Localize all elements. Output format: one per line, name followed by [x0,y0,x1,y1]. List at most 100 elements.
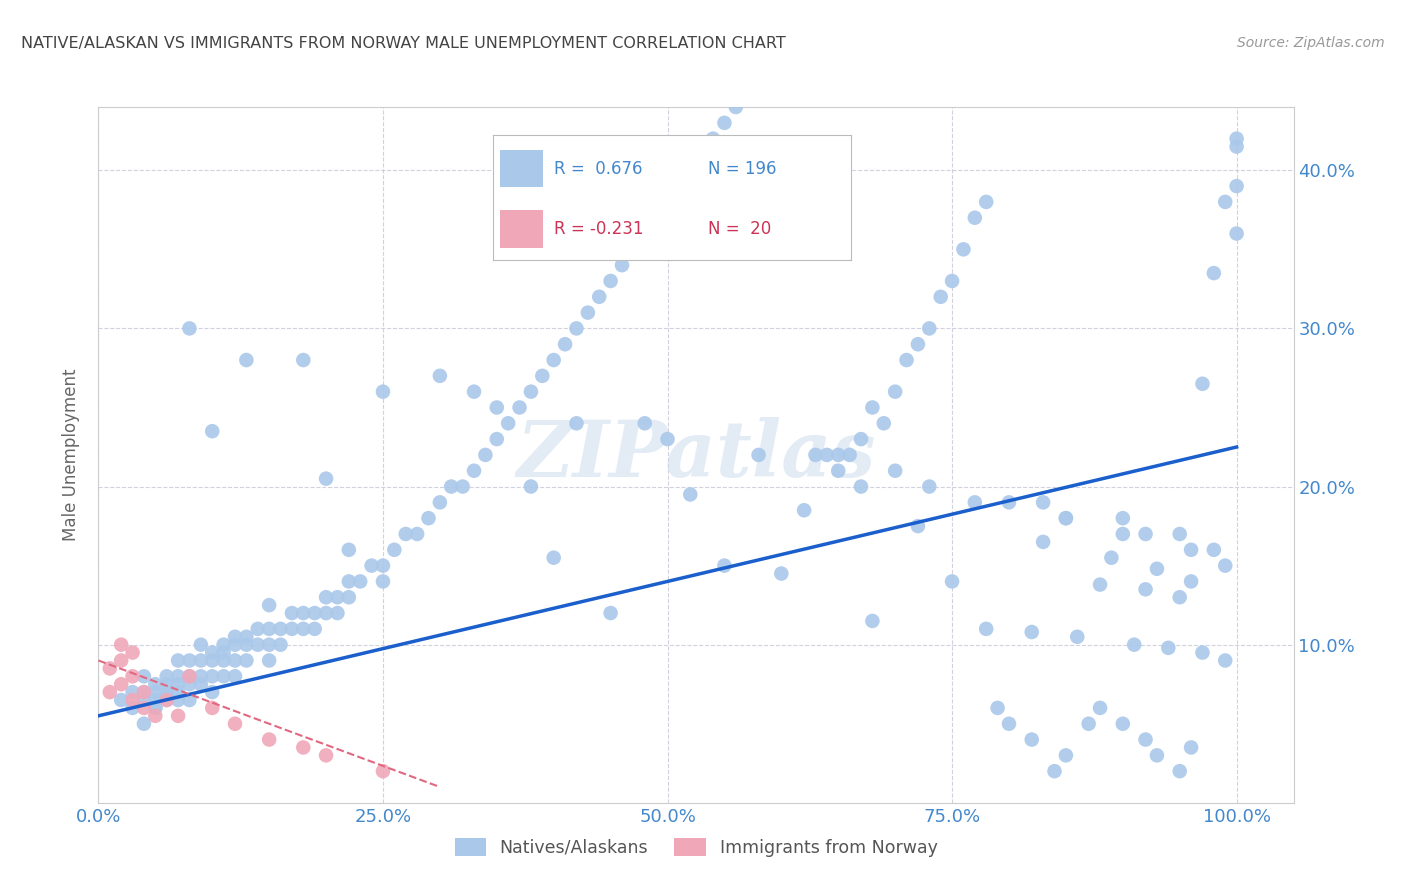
Point [884,464,907,478]
Point [132,685,155,699]
Point [156,685,179,699]
Point [190,677,212,691]
Point [713,116,735,130]
Point [190,653,212,667]
Point [235,638,257,652]
Point [1066,630,1088,644]
Point [974,194,997,209]
Point [201,424,224,438]
Point [690,147,713,161]
Point [815,448,838,462]
Point [167,669,190,683]
Point [132,693,155,707]
Point [941,574,963,589]
Point [1226,227,1249,241]
Point [1168,527,1191,541]
Point [918,479,941,493]
Point [371,764,394,779]
Point [827,448,849,462]
Point [337,574,360,589]
Point [281,606,304,620]
Point [371,558,394,573]
Point [304,606,326,620]
Point [349,574,371,589]
Point [896,353,918,368]
Point [143,693,166,707]
Point [167,685,190,699]
Point [1112,716,1135,731]
Point [246,638,269,652]
Point [849,432,872,446]
Point [110,638,132,652]
Point [212,669,235,683]
Point [337,591,360,605]
Point [1054,511,1077,525]
Point [235,353,257,368]
Point [998,716,1021,731]
Point [1135,732,1157,747]
Point [1088,577,1111,591]
Point [509,401,531,415]
Point [179,321,201,335]
Point [382,542,405,557]
Point [156,677,179,691]
Point [804,448,827,462]
Point [679,163,702,178]
Point [451,479,474,493]
Point [634,227,657,241]
Point [167,653,190,667]
Point [212,646,235,660]
Point [1213,194,1236,209]
Point [838,448,860,462]
Point [292,622,315,636]
Point [713,558,735,573]
Point [156,685,179,699]
Point [520,384,543,399]
Point [496,417,519,431]
Point [156,669,179,683]
Point [1226,139,1249,153]
Point [963,495,986,509]
Point [1054,748,1077,763]
Point [621,243,644,257]
Point [565,417,588,431]
Point [520,479,543,493]
Point [224,630,246,644]
Point [179,693,201,707]
Point [1202,266,1225,280]
Point [554,337,576,351]
Point [132,669,155,683]
Point [143,701,166,715]
Point [292,606,315,620]
Point [702,131,724,145]
Point [212,653,235,667]
Point [156,693,179,707]
Point [531,368,554,383]
Point [657,194,679,209]
Point [1112,527,1135,541]
Point [315,472,337,486]
Point [371,384,394,399]
Point [1213,653,1236,667]
Point [599,606,621,620]
Point [132,701,155,715]
Point [179,669,201,683]
Point [224,669,246,683]
Point [1032,534,1054,549]
Point [1021,732,1043,747]
Point [1123,638,1146,652]
Point [257,732,280,747]
Point [485,401,508,415]
Point [588,290,610,304]
Point [257,653,280,667]
Point [770,566,793,581]
Point [884,384,907,399]
Point [224,716,246,731]
Point [143,677,166,691]
Point [1146,562,1168,576]
Point [634,417,657,431]
Point [543,550,565,565]
Point [315,591,337,605]
Point [270,622,292,636]
Text: Source: ZipAtlas.com: Source: ZipAtlas.com [1237,36,1385,50]
